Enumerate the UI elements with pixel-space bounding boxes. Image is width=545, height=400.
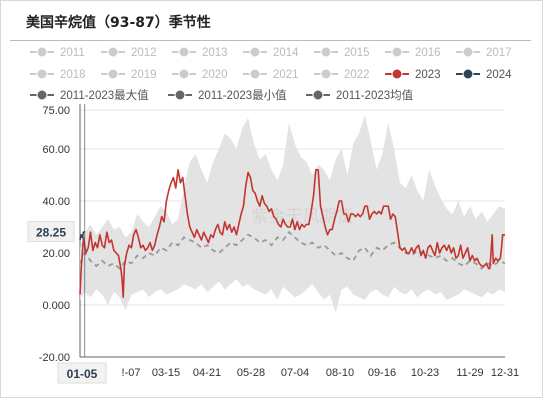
- legend-item-2013[interactable]: 2013: [172, 46, 228, 59]
- x-tick-label: 09-16: [368, 367, 396, 379]
- legend-marker: [391, 46, 403, 58]
- legend-marker: [320, 68, 332, 80]
- legend-label: 2011-2023最小值: [198, 89, 287, 102]
- legend-label: 2023: [415, 69, 441, 81]
- y-tick-label: 0.000: [42, 300, 70, 312]
- legend-marker: [107, 46, 119, 58]
- legend-item-2022[interactable]: 2022: [314, 68, 370, 81]
- legend-label: 2015: [344, 47, 370, 59]
- legend-label: 2021: [273, 69, 299, 81]
- legend-item-2012[interactable]: 2012: [101, 46, 157, 59]
- x-tick-label: 10-23: [411, 367, 439, 379]
- legend-item-2021[interactable]: 2021: [243, 68, 299, 81]
- legend-label: 2022: [344, 69, 370, 81]
- title-divider: [10, 40, 531, 41]
- legend-label: 2020: [202, 69, 228, 81]
- x-tick-label: 08-10: [326, 367, 354, 379]
- y-tick-label: 75.00: [42, 105, 70, 117]
- legend-item-2011[interactable]: 2011: [30, 46, 85, 59]
- min-max-band: [80, 115, 505, 313]
- legend-marker: [462, 46, 474, 58]
- legend-label: 2016: [415, 47, 441, 59]
- legend-marker: [249, 68, 261, 80]
- x-tick-label: !-07: [122, 367, 141, 379]
- legend-item-2011-2023-[interactable]: 2011-2023最大值: [30, 88, 149, 102]
- cursor-x-label: 01-05: [67, 367, 98, 381]
- x-tick-label: 12-31: [491, 367, 519, 379]
- legend-item-2017[interactable]: 2017: [456, 46, 512, 59]
- x-tick-label: 04-21: [193, 367, 221, 379]
- legend-label: 2011-2023最大值: [60, 88, 149, 102]
- legend-label: 2019: [131, 69, 157, 81]
- x-tick-label: 07-04: [281, 367, 309, 379]
- legend-marker: [320, 46, 332, 58]
- legend-marker: [36, 46, 48, 58]
- series-line-2023: [79, 169, 505, 299]
- chart-title: 美国辛烷值（93-87）季节性: [26, 15, 211, 31]
- legend-item-2015[interactable]: 2015: [314, 46, 370, 59]
- legend-marker: [249, 46, 261, 58]
- legend-marker: [107, 68, 119, 80]
- legend-label: 2012: [131, 47, 157, 59]
- cursor-x-label-bg: [57, 362, 107, 384]
- legend-marker: [36, 68, 48, 80]
- legend-label: 2018: [60, 69, 86, 81]
- legend-marker: [178, 46, 190, 58]
- legend-marker: [174, 89, 186, 101]
- series-line-2024: [79, 230, 86, 241]
- legend-label: 2011: [60, 47, 85, 59]
- legend-marker: [312, 89, 324, 101]
- legend-item-2014[interactable]: 2014: [243, 46, 299, 59]
- legend-marker: [391, 68, 403, 80]
- y-tick-label: 40.00: [42, 196, 70, 208]
- legend-item-2020[interactable]: 2020: [172, 68, 228, 81]
- legend-marker: [462, 68, 474, 80]
- legend-label: 2014: [273, 47, 299, 59]
- x-tick-label: 05-28: [237, 367, 265, 379]
- legend-item-2011-2023-[interactable]: 2011-2023均值: [306, 89, 414, 102]
- cursor-y-label: 28.25: [36, 226, 66, 240]
- legend-item-2018[interactable]: 2018: [30, 68, 86, 81]
- cursor-y-label-bg: [27, 221, 75, 243]
- legend-label: 2017: [486, 47, 512, 59]
- x-tick-label: 11-29: [456, 367, 483, 379]
- legend-marker: [36, 89, 48, 101]
- y-tick-label: 60.00: [42, 144, 70, 156]
- legend-item-2011-2023-[interactable]: 2011-2023最小值: [168, 89, 287, 102]
- legend-label: 2024: [486, 69, 512, 81]
- watermark-text: 紫金天风期货: [252, 207, 354, 226]
- legend-label: 2011-2023均值: [336, 89, 414, 102]
- legend-item-2016[interactable]: 2016: [385, 46, 441, 59]
- y-tick-label: 20.00: [42, 248, 70, 260]
- legend-item-2023[interactable]: 2023: [385, 68, 441, 81]
- legend-marker: [178, 68, 190, 80]
- y-tick-label: -20.00: [39, 352, 70, 364]
- x-tick-label: 03-15: [152, 367, 180, 379]
- legend-item-2019[interactable]: 2019: [101, 68, 157, 81]
- legend-item-2024[interactable]: 2024: [456, 68, 512, 81]
- legend-label: 2013: [202, 47, 228, 59]
- average-line: [79, 230, 506, 270]
